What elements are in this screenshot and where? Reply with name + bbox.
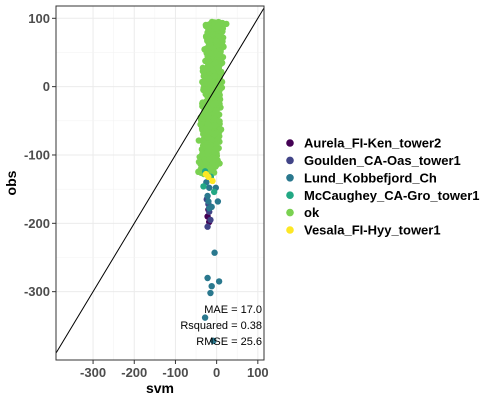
x-tick-label: -300 xyxy=(80,365,106,380)
point-ok xyxy=(214,64,222,72)
point-lund-kobbefjord-ch xyxy=(201,314,209,321)
point-vesala-fi-hyy-tower1 xyxy=(202,170,210,178)
legend-label: ok xyxy=(304,205,320,220)
point-mccaughey-ca-gro-tower1 xyxy=(210,188,218,196)
point-ok xyxy=(217,126,225,133)
x-tick-label: 100 xyxy=(247,365,269,380)
point-lund-kobbefjord-ch xyxy=(208,282,215,290)
point-ok xyxy=(204,120,211,127)
point-ok xyxy=(199,67,207,75)
point-vesala-fi-hyy-tower1 xyxy=(209,177,216,185)
point-ok xyxy=(199,150,206,158)
legend-key xyxy=(286,191,294,199)
point-ok xyxy=(211,155,218,163)
annotation-rmse: RMSE = 25.6 xyxy=(196,336,262,348)
point-lund-kobbefjord-ch xyxy=(211,249,218,256)
y-tick-label: -100 xyxy=(24,147,50,162)
point-lund-kobbefjord-ch xyxy=(206,205,213,212)
point-ok xyxy=(209,101,217,108)
x-tick-label: -100 xyxy=(162,365,188,380)
legend-key xyxy=(286,208,294,217)
legend-key xyxy=(286,174,294,182)
point-ok xyxy=(211,72,218,80)
point-ok xyxy=(216,118,223,125)
point-ok xyxy=(205,75,213,82)
y-tick-label: -300 xyxy=(24,284,50,299)
point-lund-kobbefjord-ch xyxy=(210,337,217,345)
x-tick-label: 0 xyxy=(213,365,220,380)
legend-key xyxy=(286,156,294,165)
legend-label: Aurela_FI-Ken_tower2 xyxy=(304,136,441,151)
point-ok xyxy=(212,37,220,45)
annotation-rsquared: Rsquared = 0.38 xyxy=(180,320,262,332)
point-lund-kobbefjord-ch xyxy=(214,198,222,205)
point-ok xyxy=(211,81,218,88)
point-lund-kobbefjord-ch xyxy=(215,278,223,285)
legend-label: Goulden_CA-Oas_tower1 xyxy=(304,153,461,168)
point-ok xyxy=(206,164,214,172)
point-ok xyxy=(204,134,212,141)
point-ok xyxy=(209,45,217,52)
point-ok xyxy=(213,107,220,114)
y-tick-label: -200 xyxy=(24,216,50,231)
point-mccaughey-ca-gro-tower1 xyxy=(200,183,207,190)
point-ok xyxy=(204,147,212,155)
legend-label: Lund_Kobbefjord_Ch xyxy=(304,170,437,185)
y-axis-ticks: -300 -200 -100 0 100 xyxy=(24,11,56,299)
identity-line xyxy=(55,7,265,354)
point-ok xyxy=(214,91,222,98)
legend-label: Vesala_FI-Hyy_tower1 xyxy=(304,223,441,238)
y-tick-label: 0 xyxy=(43,79,50,94)
point-ok xyxy=(214,22,222,30)
legend-key xyxy=(286,226,294,234)
point-ok xyxy=(211,130,218,138)
point-lund-kobbefjord-ch xyxy=(204,274,211,282)
point-ok xyxy=(200,79,208,87)
legend-key xyxy=(286,139,294,147)
point-lund-kobbefjord-ch xyxy=(204,192,211,200)
point-ok xyxy=(218,84,226,91)
plot-border xyxy=(55,5,265,361)
point-goulden-ca-oas-tower1 xyxy=(204,223,211,230)
x-axis-ticks: -300 -200 -100 0 100 xyxy=(80,360,269,380)
point-goulden-ca-oas-tower1 xyxy=(207,216,214,224)
scatter-points xyxy=(195,18,230,345)
point-ok xyxy=(211,121,219,129)
point-ok xyxy=(213,145,220,152)
y-tick-label: 100 xyxy=(28,11,50,26)
point-ok xyxy=(205,106,213,113)
point-ok xyxy=(205,155,213,163)
grid-lines xyxy=(56,6,264,360)
legend: Aurela_FI-Ken_tower2 Goulden_CA-Oas_tower… xyxy=(286,136,480,238)
point-ok xyxy=(205,26,212,34)
point-ok xyxy=(199,115,206,122)
y-axis-title: obs xyxy=(3,170,19,195)
point-lund-kobbefjord-ch xyxy=(205,198,212,205)
legend-label: McCaughey_CA-Gro_tower1 xyxy=(304,188,480,203)
x-tick-label: -200 xyxy=(121,365,147,380)
annotation-mae: MAE = 17.0 xyxy=(204,304,262,316)
point-lund-kobbefjord-ch xyxy=(207,289,214,297)
point-lund-kobbefjord-ch xyxy=(206,184,213,191)
metrics-annotation: MAE = 17.0 Rsquared = 0.38 RMSE = 25.6 xyxy=(180,304,262,348)
point-ok xyxy=(206,50,214,57)
x-axis-title: svm xyxy=(146,380,174,396)
point-ok xyxy=(200,72,207,80)
